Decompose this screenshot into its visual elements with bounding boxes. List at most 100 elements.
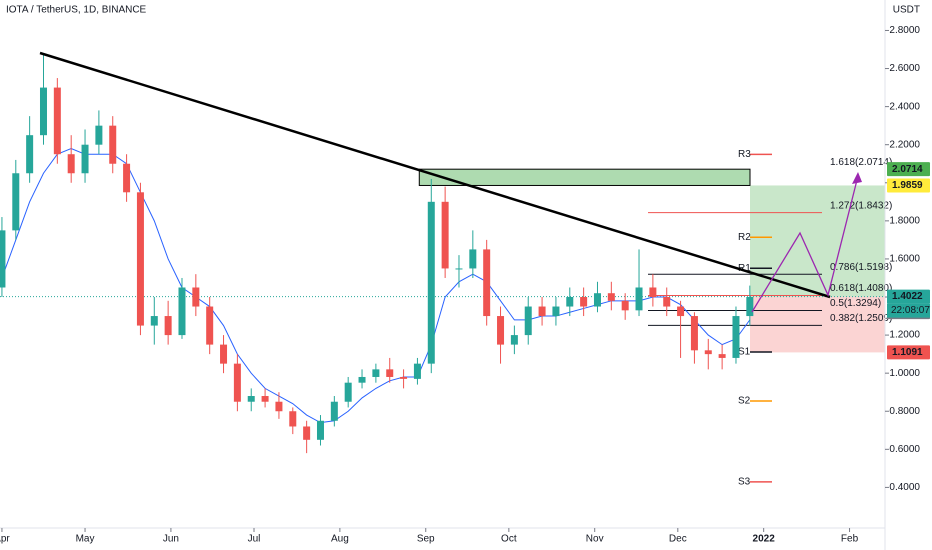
candle-body <box>690 316 698 351</box>
candle-body <box>746 297 754 317</box>
x-tick-label: 2022 <box>753 534 776 545</box>
candle-body <box>718 354 726 358</box>
candle-body <box>413 363 421 379</box>
pivot-label: R3 <box>738 149 751 160</box>
candle-body <box>316 420 324 440</box>
candle-body <box>400 376 408 379</box>
candle-body <box>427 201 435 364</box>
price-label: 1.9859 <box>892 180 923 191</box>
pivot-label: S1 <box>738 347 751 358</box>
fib-label: 0.786(1.5198) <box>830 262 892 273</box>
x-tick-label: Jun <box>163 534 179 545</box>
y-tick-label: 1.6000 <box>889 254 920 265</box>
candle-body <box>524 306 532 336</box>
candle-body <box>53 87 61 155</box>
y-tick-label: 1.8000 <box>889 215 920 226</box>
price-label: 2.0714 <box>892 164 923 175</box>
candle-body <box>566 297 574 307</box>
price-label: 1.4022 <box>892 291 923 302</box>
price-label-box <box>887 178 930 193</box>
x-tick-label: Nov <box>586 534 604 545</box>
pivot-label: S3 <box>738 477 751 488</box>
price-label-box <box>887 289 930 304</box>
fib-label: 1.618(2.0714) <box>830 157 892 168</box>
pivot-label: S2 <box>738 396 751 407</box>
x-tick-label: Aug <box>331 534 349 545</box>
candle-body <box>95 125 103 145</box>
candle-body <box>621 300 629 311</box>
candle-body <box>663 297 671 307</box>
candle-body <box>386 369 394 377</box>
fib-label: 0.618(1.4080) <box>830 283 892 294</box>
fib-label: 0.5(1.3294) <box>830 298 881 309</box>
candle-body <box>192 287 200 307</box>
x-tick-label: Dec <box>669 534 687 545</box>
countdown-box <box>887 303 930 318</box>
y-tick-label: 2.4000 <box>889 101 920 112</box>
candle-body <box>330 401 338 421</box>
candle-body <box>649 287 657 298</box>
y-tick-label: 1.0000 <box>889 368 920 379</box>
y-tick-label: 2.2000 <box>889 139 920 150</box>
y-tick-label: 2.6000 <box>889 63 920 74</box>
candle-body <box>81 144 89 174</box>
fib-label: 0.382(1.2509) <box>830 313 892 324</box>
price-label: 1.1091 <box>892 347 923 358</box>
candle-body <box>233 363 241 402</box>
pivot-label: R1 <box>738 263 751 274</box>
candle-body <box>275 401 283 412</box>
candle-body <box>635 287 643 311</box>
candle-body <box>510 335 518 345</box>
candle-body <box>372 369 380 377</box>
supply-zone <box>418 168 751 186</box>
projection-arrow <box>852 172 862 184</box>
x-tick-label: Sep <box>417 534 435 545</box>
candle-body <box>607 293 615 301</box>
candle-body <box>677 306 685 317</box>
x-tick-label: Apr <box>0 534 10 545</box>
candle-body <box>247 396 255 402</box>
candle-body <box>261 396 269 402</box>
trend-line <box>39 51 831 299</box>
candle-body <box>206 306 214 345</box>
candle-body <box>289 411 297 427</box>
projection-path <box>751 175 859 313</box>
price-label-box <box>887 345 930 360</box>
candle-body <box>136 192 144 326</box>
candle-body <box>12 173 20 231</box>
candle-body <box>538 306 546 317</box>
candle-body <box>441 201 449 269</box>
x-tick-label: Oct <box>501 534 517 545</box>
plot-area: 1.618(2.0714) 1.272(1.8432) 0.786(1.5198) 0… <box>0 51 892 488</box>
fib-label: 1.272(1.8432) <box>830 200 892 211</box>
candle-body <box>164 316 172 336</box>
pivot-label: R2 <box>738 232 751 243</box>
candle-body <box>123 163 131 193</box>
x-tick-label: Feb <box>841 534 859 545</box>
candle-body <box>580 297 588 307</box>
candle-body <box>109 125 117 164</box>
candle-body <box>303 426 311 440</box>
x-tick-label: Jul <box>248 534 261 545</box>
y-tick-label: 1.2000 <box>889 330 920 341</box>
candle-body <box>455 268 463 270</box>
candle-body <box>552 306 560 317</box>
y-tick-label: 0.4000 <box>889 482 920 493</box>
countdown: 22:08:07 <box>891 305 930 316</box>
price-label-box <box>887 162 930 177</box>
candle-body <box>39 87 47 136</box>
candle-body <box>469 249 477 269</box>
candle-body <box>497 316 505 345</box>
candle-body <box>26 135 34 174</box>
y-tick-label: 0.8000 <box>889 406 920 417</box>
candle-body <box>732 316 740 358</box>
y-tick-label: 0.6000 <box>889 444 920 455</box>
candle-body <box>67 154 75 174</box>
y-unit: USDT <box>893 5 920 16</box>
candle-body <box>344 382 352 402</box>
candle-body <box>178 287 186 336</box>
candle-body <box>704 350 712 355</box>
